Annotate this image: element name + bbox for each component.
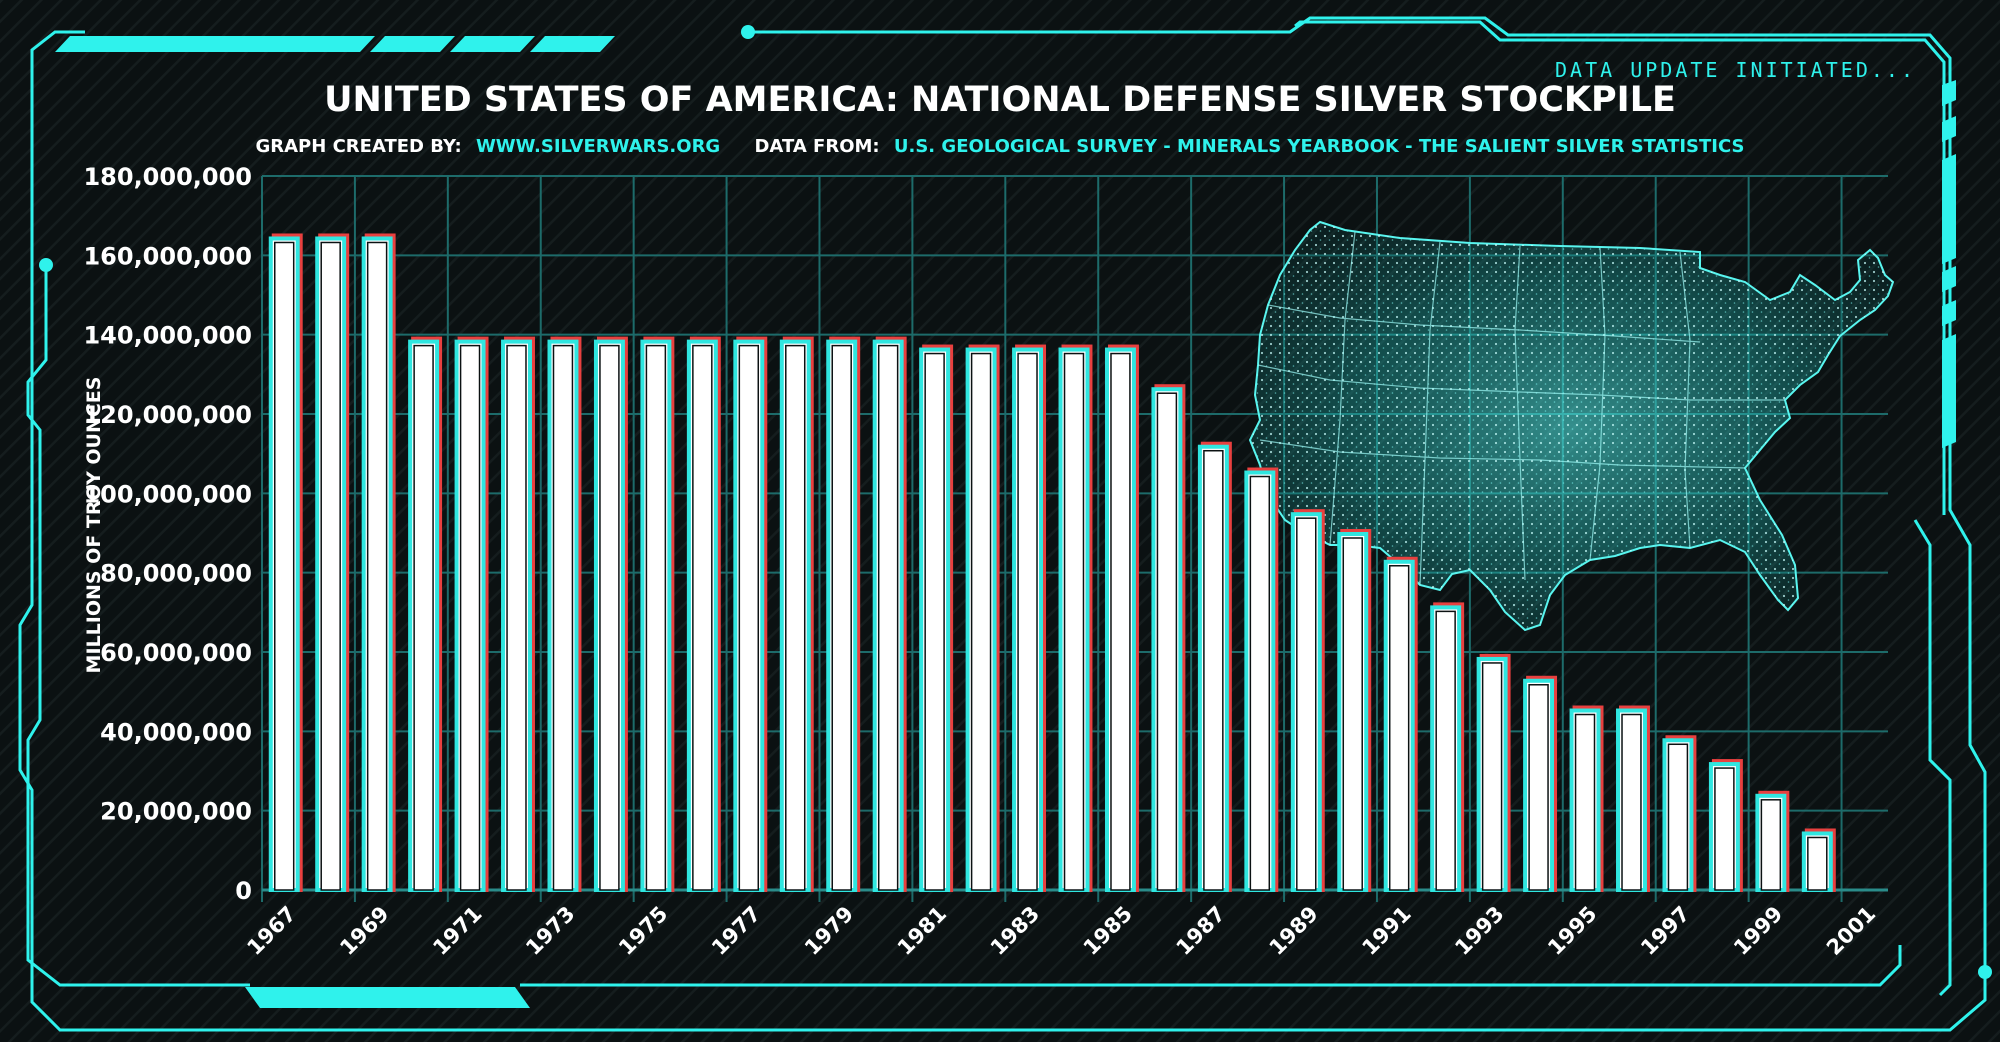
y-tick-label: 20,000,000 (100, 798, 252, 826)
bar-1982 (965, 344, 1000, 892)
bar-inner (1621, 713, 1642, 891)
y-tick-label: 180,000,000 (83, 163, 252, 191)
chart-title: UNITED STATES OF AMERICA: NATIONAL DEFEN… (324, 80, 1676, 120)
bar-inner (1110, 352, 1131, 891)
bar-inner (877, 344, 899, 891)
y-axis: 0 20,000,000 40,000,000 60,000,000 80,000,00… (83, 163, 252, 905)
bar-1990 (1337, 529, 1372, 892)
bar-inner (1807, 836, 1828, 891)
bar-1969 (361, 233, 396, 892)
y-tick-label: 100,000,000 (83, 480, 252, 508)
y-tick-label: 160,000,000 (83, 242, 252, 270)
bar-inner (1017, 352, 1038, 891)
bar-1981 (919, 344, 954, 892)
bar-inner (366, 241, 388, 891)
bar-1968 (315, 233, 350, 892)
bar-inner (552, 344, 574, 891)
bar-1991 (1383, 556, 1418, 892)
bar-1967 (268, 233, 303, 892)
bar-inner (692, 344, 713, 891)
bar-inner (274, 241, 295, 891)
bar-inner (738, 344, 760, 891)
bar-1993 (1476, 653, 1511, 893)
bar-1989 (1290, 509, 1325, 893)
credit-link[interactable]: WWW.SILVERWARS.ORG (476, 136, 720, 157)
bar-inner (1481, 662, 1503, 891)
bar-1986 (1151, 384, 1186, 892)
source-value: U.S. GEOLOGICAL SURVEY - MINERALS YEARBO… (894, 136, 1745, 157)
bar-2000 (1801, 828, 1836, 893)
bar-inner (459, 344, 481, 891)
hud-accents (39, 25, 1992, 1008)
us-map-icon (1248, 220, 1895, 632)
bar-inner (831, 344, 852, 891)
bar-inner (645, 344, 667, 891)
bar-inner (1203, 449, 1224, 891)
bar-inner (1249, 475, 1271, 891)
bar-inner (924, 352, 945, 891)
bar-1974 (593, 336, 628, 893)
bar-1971 (454, 336, 489, 893)
bar-inner (413, 344, 434, 891)
bar-1999 (1755, 790, 1790, 892)
bar-inner (1435, 610, 1456, 891)
bar-1979 (826, 336, 861, 893)
bar-inner (1388, 565, 1410, 891)
y-tick-label: 40,000,000 (100, 718, 252, 746)
bar-1983 (1012, 344, 1047, 892)
bar-inner (785, 344, 806, 891)
bar-1994 (1523, 675, 1558, 892)
y-tick-label: 60,000,000 (100, 639, 252, 667)
bar-1996 (1616, 705, 1650, 892)
bar-1992 (1430, 602, 1465, 893)
bar-inner (1667, 743, 1689, 891)
bar-inner (1342, 537, 1363, 891)
bar-1976 (686, 336, 721, 893)
bar-1978 (779, 336, 814, 893)
y-axis-label: MILLIONS OF TROY OUNCES (83, 377, 105, 674)
bar-inner (970, 352, 992, 891)
bar-1997 (1662, 735, 1697, 892)
bar-inner (1714, 767, 1735, 891)
bar-1977 (733, 336, 768, 893)
bar-1987 (1197, 441, 1232, 892)
bar-1998 (1708, 759, 1743, 892)
bar-inner (320, 241, 341, 891)
bar-inner (1528, 684, 1549, 891)
bar-1995 (1569, 705, 1604, 892)
bar-1980 (872, 336, 907, 893)
bar-1975 (640, 336, 675, 893)
y-tick-label: 140,000,000 (83, 322, 252, 350)
chart-subtitle: GRAPH CREATED BY: WWW.SILVERWARS.ORG DAT… (255, 136, 1744, 157)
bar-1984 (1058, 344, 1093, 892)
bar-inner (1574, 713, 1596, 891)
bar-1973 (547, 336, 582, 893)
y-tick-label: 0 (235, 877, 252, 905)
bar-1985 (1104, 344, 1139, 892)
bar-1970 (408, 336, 443, 893)
bar-inner (1296, 517, 1317, 891)
y-tick-label: 80,000,000 (100, 560, 252, 588)
bar-inner (599, 344, 620, 891)
bar-1988 (1244, 467, 1279, 892)
hud-frame (18, 16, 1987, 1032)
bar-1972 (501, 336, 535, 893)
y-tick-label: 120,000,000 (83, 401, 252, 429)
status-text: DATA UPDATE INITIATED... (1555, 58, 1916, 82)
bars (268, 233, 1836, 893)
bar-inner (506, 344, 527, 891)
bar-inner (1156, 392, 1178, 891)
source-label: DATA FROM: (754, 136, 879, 157)
credit-label: GRAPH CREATED BY: (255, 136, 461, 157)
bar-inner (1063, 352, 1085, 891)
bar-inner (1760, 799, 1782, 891)
